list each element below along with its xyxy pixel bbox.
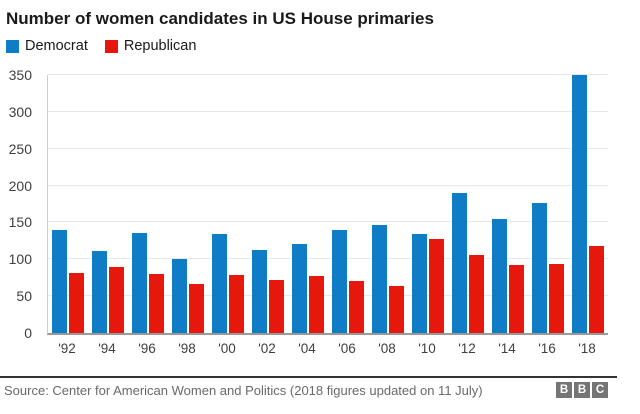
bbc-logo-box: C xyxy=(592,382,608,398)
bbc-logo: B B C xyxy=(556,382,608,398)
bar-group-08 xyxy=(368,75,408,333)
bar-democrat-18 xyxy=(572,75,587,333)
gridline xyxy=(48,221,608,223)
gridline xyxy=(48,184,608,186)
bar-group-02 xyxy=(248,75,288,333)
bar-group-14 xyxy=(488,75,528,333)
y-tick-label: 100 xyxy=(8,251,32,268)
gridline xyxy=(48,110,608,112)
x-tick-label: '10 xyxy=(418,341,436,356)
legend-item-republican: Republican xyxy=(104,38,197,54)
x-tick-label: '96 xyxy=(138,341,156,356)
bar-republican-10 xyxy=(429,239,444,333)
bar-republican-06 xyxy=(349,280,364,333)
x-tick-label: '92 xyxy=(58,341,76,356)
bbc-logo-box: B xyxy=(574,382,590,398)
republican-swatch-icon xyxy=(104,39,118,53)
bar-democrat-00 xyxy=(212,234,227,333)
footer-divider xyxy=(0,376,617,378)
gridline xyxy=(48,74,608,75)
bar-group-10 xyxy=(408,75,448,333)
bar-democrat-08 xyxy=(372,225,387,333)
x-tick-label: '16 xyxy=(538,341,556,356)
y-tick-label: 200 xyxy=(8,177,32,194)
gridline xyxy=(48,258,608,260)
bar-democrat-06 xyxy=(332,229,347,333)
bar-group-12 xyxy=(448,75,488,333)
x-tick-label: '98 xyxy=(178,341,196,356)
bar-groups xyxy=(48,75,608,333)
bar-republican-02 xyxy=(269,279,284,333)
bar-group-00 xyxy=(208,75,248,333)
bar-group-96 xyxy=(128,75,168,333)
bar-democrat-98 xyxy=(172,258,187,333)
source-text: Source: Center for American Women and Po… xyxy=(4,382,483,398)
bar-republican-98 xyxy=(189,284,204,333)
legend-item-democrat: Democrat xyxy=(6,38,88,54)
bar-democrat-14 xyxy=(492,218,507,333)
y-tick-label: 50 xyxy=(16,288,32,305)
y-tick-label: 0 xyxy=(24,325,32,341)
x-tick-label: '04 xyxy=(298,341,316,356)
bar-chart: 0 50 100 150 200 250 300 350 '92 '94 '96 '98 '00 '02… xyxy=(0,57,640,360)
bar-republican-08 xyxy=(389,285,404,333)
gridline xyxy=(48,147,608,149)
bar-republican-00 xyxy=(229,274,244,333)
bar-group-16 xyxy=(528,75,568,333)
bbc-logo-box: B xyxy=(556,382,572,398)
chart-title: Number of women candidates in US House p… xyxy=(6,9,434,28)
gridline xyxy=(48,295,608,297)
bar-group-92 xyxy=(48,75,88,333)
bar-group-18 xyxy=(568,75,608,333)
bar-democrat-96 xyxy=(132,232,147,333)
bar-democrat-10 xyxy=(412,234,427,333)
bar-republican-96 xyxy=(149,274,164,333)
legend-label-republican: Republican xyxy=(123,38,197,54)
bar-democrat-94 xyxy=(92,251,107,333)
bar-group-94 xyxy=(88,75,128,333)
bar-group-04 xyxy=(288,75,328,333)
bar-republican-94 xyxy=(109,266,124,333)
bar-democrat-04 xyxy=(292,243,307,333)
x-tick-label: '00 xyxy=(218,341,236,356)
x-tick-label: '18 xyxy=(578,341,596,356)
bar-republican-92 xyxy=(69,272,84,333)
bar-democrat-92 xyxy=(52,229,67,333)
bar-democrat-12 xyxy=(452,192,467,333)
x-tick-label: '14 xyxy=(498,341,516,356)
democrat-swatch-icon xyxy=(6,39,19,53)
y-axis-labels: 0 50 100 150 200 250 300 350 xyxy=(0,67,38,341)
bar-group-06 xyxy=(328,75,368,333)
bar-democrat-02 xyxy=(252,250,267,333)
bar-republican-14 xyxy=(509,265,524,333)
bar-republican-18 xyxy=(589,246,604,333)
x-tick-label: '08 xyxy=(378,341,396,356)
y-tick-label: 250 xyxy=(8,140,32,157)
legend: Democrat Republican xyxy=(6,38,640,54)
y-tick-label: 300 xyxy=(8,103,32,120)
plot-area xyxy=(47,74,608,335)
bar-democrat-16 xyxy=(532,203,547,333)
x-tick-label: '12 xyxy=(458,341,476,356)
x-tick-label: '02 xyxy=(258,341,276,356)
legend-label-democrat: Democrat xyxy=(25,38,88,54)
bar-republican-16 xyxy=(549,263,564,333)
y-tick-label: 350 xyxy=(8,67,32,83)
bar-republican-12 xyxy=(469,254,484,333)
x-tick-label: '06 xyxy=(338,341,356,356)
bar-group-98 xyxy=(168,75,208,333)
x-axis-labels: '92 '94 '96 '98 '00 '02 '04 '06 '08 '10 '12 '14 '16 '… xyxy=(47,341,607,356)
bar-republican-04 xyxy=(309,275,324,333)
x-tick-label: '94 xyxy=(98,341,116,356)
y-tick-label: 150 xyxy=(8,214,32,231)
footer: Source: Center for American Women and Po… xyxy=(0,378,608,398)
